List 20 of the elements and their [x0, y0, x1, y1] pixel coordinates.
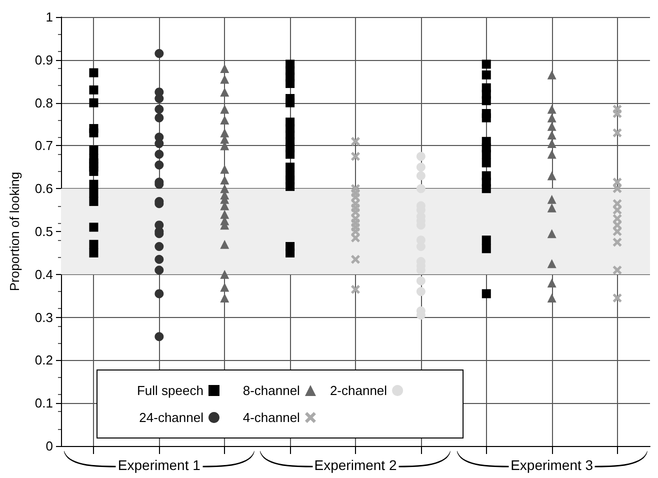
- y-axis-title: Proportion of looking: [7, 172, 22, 292]
- y-tick-label: 0.7: [34, 138, 53, 154]
- y-tick-label: 0.2: [34, 352, 53, 368]
- legend-label: 4-channel: [242, 410, 300, 425]
- legend-label: Full speech: [136, 383, 204, 398]
- legend-label: 2-channel: [330, 383, 388, 398]
- y-tick-label: 0: [46, 438, 53, 454]
- y-tick-label: 0.1: [34, 396, 53, 411]
- legend-label: 8-channel: [242, 383, 300, 398]
- y-tick-label: 0.6: [34, 181, 53, 196]
- y-tick-label: 0.9: [34, 52, 53, 68]
- text: Experiment 2: [312, 457, 399, 473]
- y-tick-label: 1: [46, 10, 53, 24]
- text: Experiment 3: [508, 457, 596, 473]
- y-tick-label: 0.3: [34, 310, 53, 325]
- y-tick-label: 0.4: [34, 266, 53, 282]
- legend-label: 24-channel: [139, 410, 204, 425]
- y-tick-label: 0.8: [34, 95, 53, 110]
- text: Experiment 1: [116, 457, 202, 473]
- y-tick-label: 0.5: [34, 224, 53, 239]
